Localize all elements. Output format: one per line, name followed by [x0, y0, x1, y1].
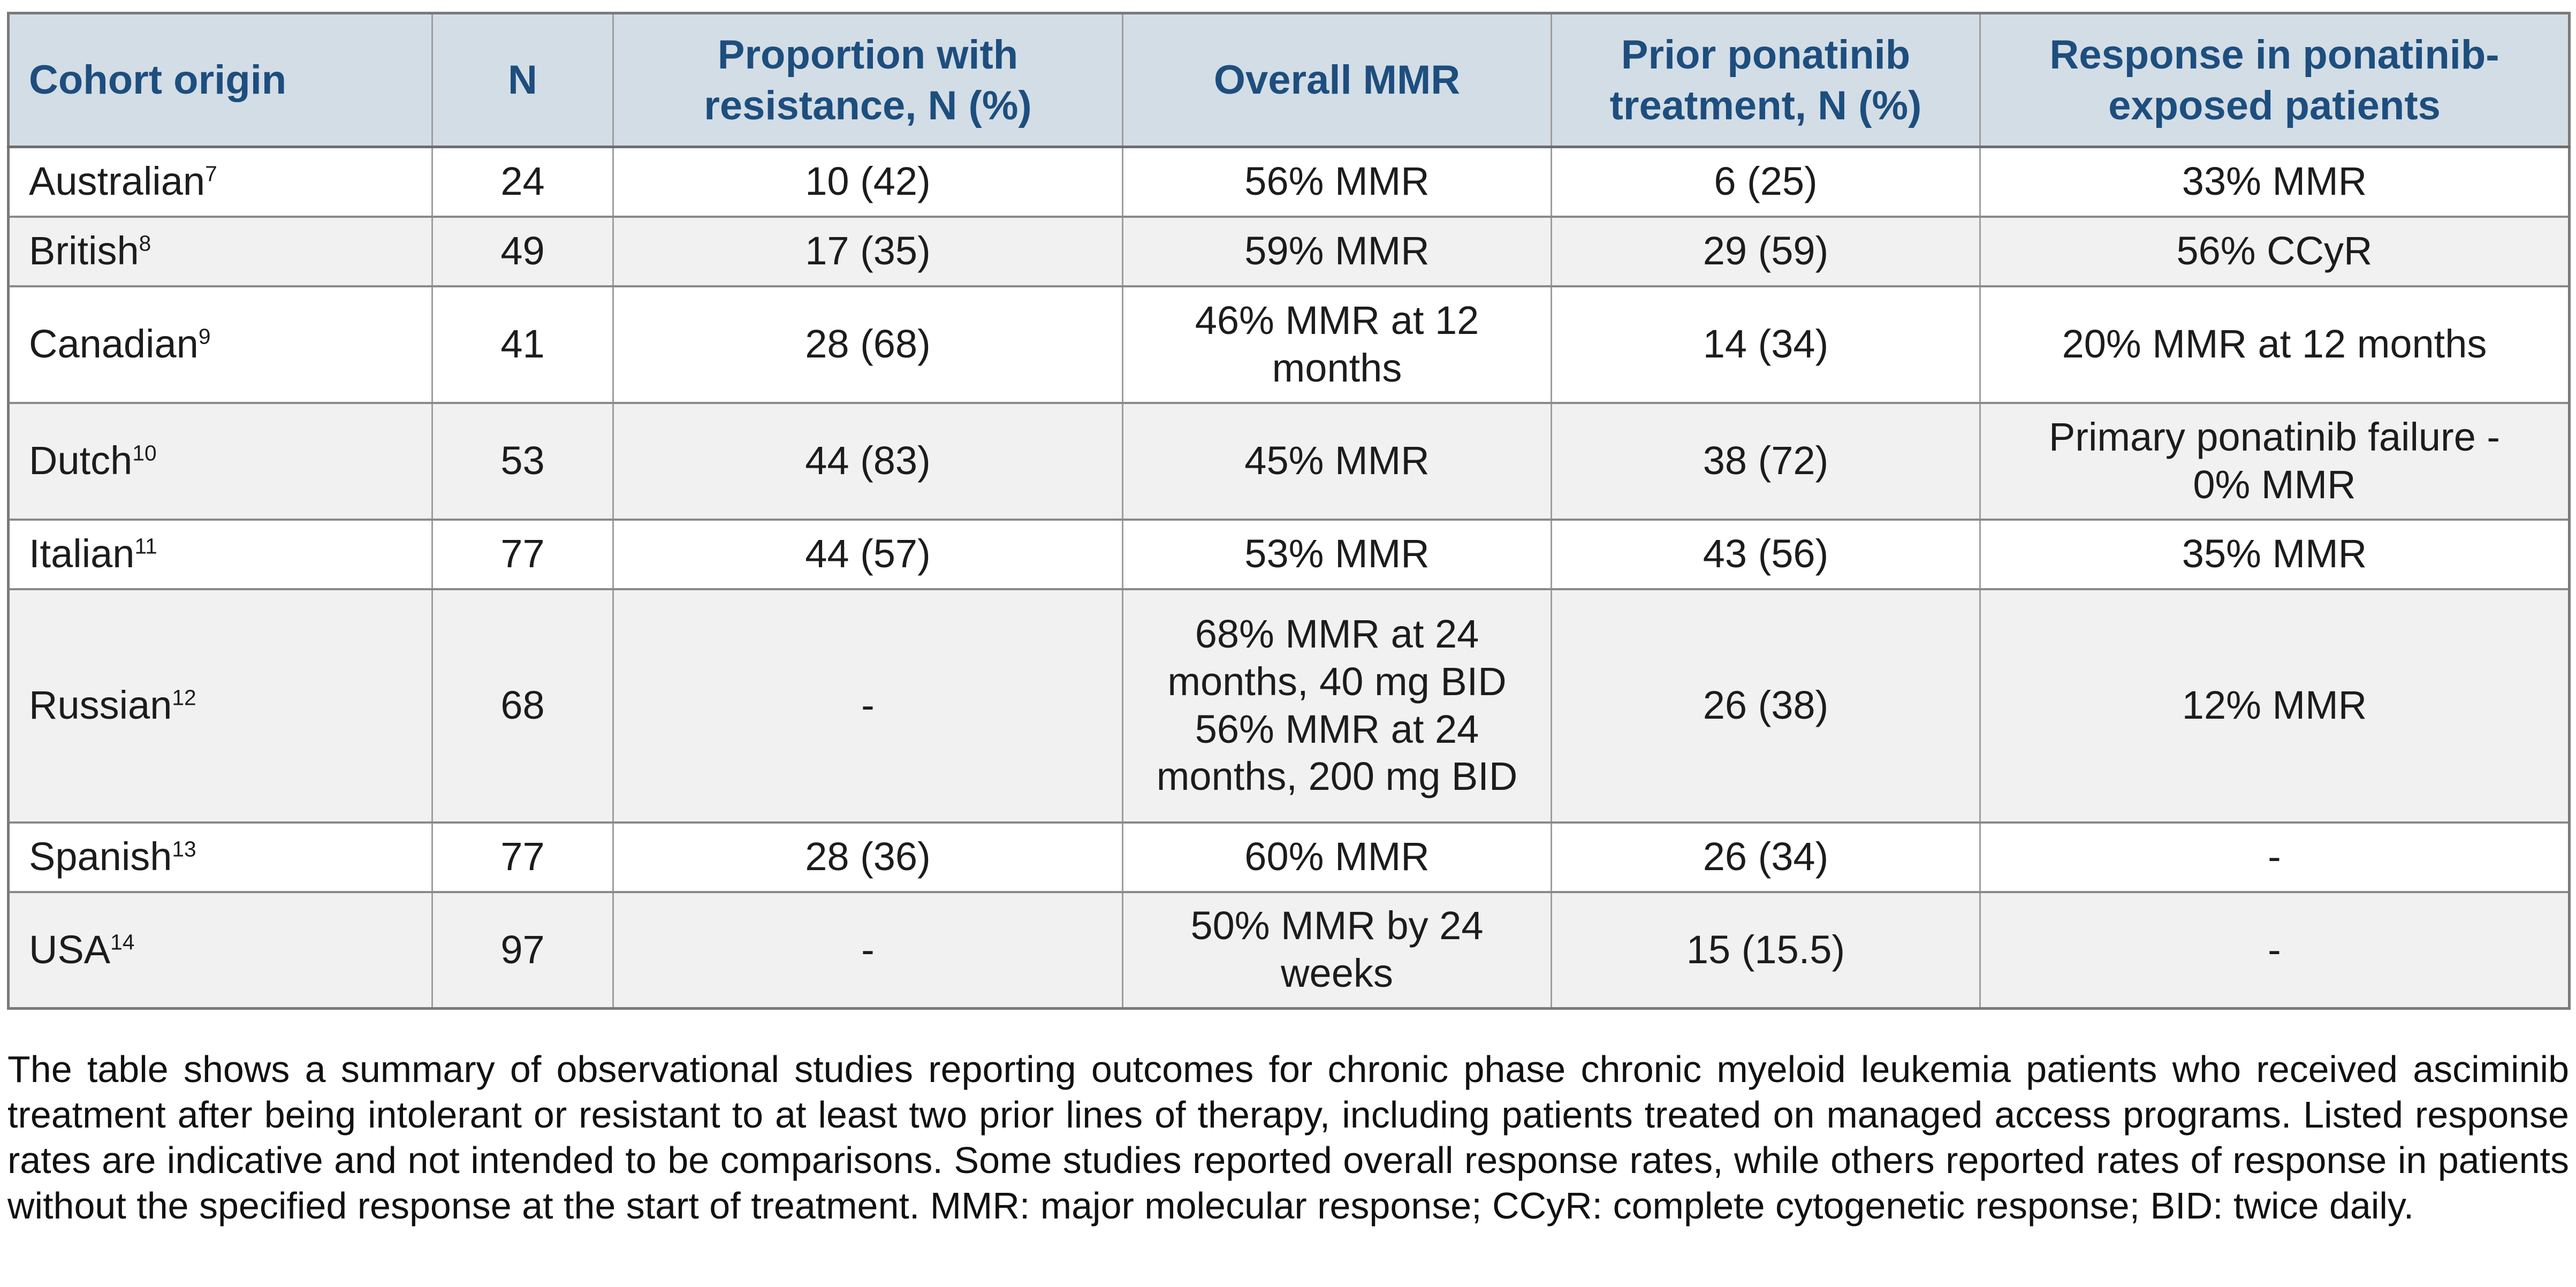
cell-ponatinib-response: - — [1979, 821, 2570, 893]
cell-overall-mmr: 59% MMR — [1122, 215, 1552, 287]
cell-n: 41 — [431, 285, 614, 404]
cohort-label: Australian — [29, 159, 206, 204]
cell-resistance: - — [612, 890, 1123, 1010]
reference-superscript: 8 — [139, 231, 151, 256]
column-header-prior-ponatinib: Prior ponatinib treatment, N (%) — [1551, 12, 1981, 148]
cohort-label: Canadian — [29, 322, 199, 367]
cell-n: 97 — [431, 890, 614, 1010]
cell-n: 24 — [431, 146, 614, 218]
cell-prior-ponatinib: 15 (15.5) — [1551, 890, 1981, 1010]
table-row-australian: Australian7 24 10 (42) 56% MMR 6 (25) 33… — [7, 146, 2570, 218]
cell-prior-ponatinib: 26 (38) — [1551, 588, 1981, 824]
cell-n: 49 — [431, 215, 614, 287]
cell-overall-mmr: 46% MMR at 12 months — [1122, 285, 1552, 404]
column-header-n: N — [431, 12, 614, 148]
reference-superscript: 13 — [172, 836, 196, 862]
cell-ponatinib-response: Primary ponatinib failure - 0% MMR — [1979, 401, 2570, 521]
reference-superscript: 7 — [205, 161, 217, 186]
table-caption: The table shows a summary of observation… — [7, 1048, 2569, 1227]
cell-resistance: 44 (83) — [612, 401, 1123, 521]
reference-superscript: 10 — [132, 440, 157, 466]
reference-superscript: 14 — [110, 930, 135, 955]
cell-cohort-origin: Italian11 — [7, 518, 433, 590]
cell-cohort-origin: Dutch10 — [7, 401, 433, 521]
cell-n: 77 — [431, 518, 614, 590]
reference-superscript: 12 — [172, 685, 196, 710]
cell-ponatinib-response: - — [1979, 890, 2570, 1010]
cell-prior-ponatinib: 43 (56) — [1551, 518, 1981, 590]
cell-overall-mmr: 50% MMR by 24 weeks — [1122, 890, 1552, 1010]
cell-cohort-origin: Australian7 — [7, 146, 433, 218]
cell-prior-ponatinib: 26 (34) — [1551, 821, 1981, 893]
cell-resistance: 28 (36) — [612, 821, 1123, 893]
cell-resistance: 44 (57) — [612, 518, 1123, 590]
cell-cohort-origin: USA14 — [7, 890, 433, 1010]
cohort-label: Italian — [29, 531, 135, 576]
cell-prior-ponatinib: 14 (34) — [1551, 285, 1981, 404]
cell-n: 68 — [431, 588, 614, 824]
table-row-spanish: Spanish13 77 28 (36) 60% MMR 26 (34) - — [7, 821, 2570, 893]
cohort-label: Dutch — [29, 438, 133, 483]
cell-overall-mmr: 53% MMR — [1122, 518, 1552, 590]
cell-ponatinib-response: 12% MMR — [1979, 588, 2570, 824]
cell-ponatinib-response: 33% MMR — [1979, 146, 2570, 218]
table-row-canadian: Canadian9 41 28 (68) 46% MMR at 12 month… — [7, 285, 2570, 404]
column-header-overall-mmr: Overall MMR — [1122, 12, 1552, 148]
cell-overall-mmr: 45% MMR — [1122, 401, 1552, 521]
cell-prior-ponatinib: 6 (25) — [1551, 146, 1981, 218]
cell-overall-mmr: 56% MMR — [1122, 146, 1552, 218]
cell-ponatinib-response: 20% MMR at 12 months — [1979, 285, 2570, 404]
cell-n: 53 — [431, 401, 614, 521]
cell-n: 77 — [431, 821, 614, 893]
cell-overall-mmr: 60% MMR — [1122, 821, 1552, 893]
cell-prior-ponatinib: 29 (59) — [1551, 215, 1981, 287]
cell-ponatinib-response: 56% CCyR — [1979, 215, 2570, 287]
cell-resistance: - — [612, 588, 1123, 824]
table-row-dutch: Dutch10 53 44 (83) 45% MMR 38 (72) Prima… — [7, 401, 2570, 521]
cell-prior-ponatinib: 38 (72) — [1551, 401, 1981, 521]
header-row: Cohort origin N Proportion with resistan… — [7, 12, 2570, 148]
table-row-british: British8 49 17 (35) 59% MMR 29 (59) 56% … — [7, 215, 2570, 287]
cohort-label: British — [29, 229, 139, 273]
reference-superscript: 9 — [198, 324, 211, 349]
cohort-label: Russian — [29, 683, 172, 728]
table-header: Cohort origin N Proportion with resistan… — [7, 12, 2570, 148]
cell-cohort-origin: Canadian9 — [7, 285, 433, 404]
table-row-usa: USA14 97 - 50% MMR by 24 weeks 15 (15.5)… — [7, 890, 2570, 1010]
column-header-cohort-origin: Cohort origin — [7, 12, 433, 148]
cell-resistance: 17 (35) — [612, 215, 1123, 287]
cohort-label: Spanish — [29, 834, 172, 879]
reference-superscript: 11 — [134, 534, 157, 559]
cohort-label: USA — [29, 927, 111, 972]
table-row-russian: Russian12 68 - 68% MMR at 24 months, 40 … — [7, 588, 2570, 824]
table-row-italian: Italian11 77 44 (57) 53% MMR 43 (56) 35%… — [7, 518, 2570, 590]
column-header-ponatinib-response: Response in ponatinib-exposed patients — [1979, 12, 2570, 148]
cell-ponatinib-response: 35% MMR — [1979, 518, 2570, 590]
cell-resistance: 10 (42) — [612, 146, 1123, 218]
cohort-outcomes-table: Cohort origin N Proportion with resistan… — [7, 12, 2571, 1010]
cell-cohort-origin: Russian12 — [7, 588, 433, 824]
cell-cohort-origin: Spanish13 — [7, 821, 433, 893]
table-body: Australian7 24 10 (42) 56% MMR 6 (25) 33… — [7, 146, 2570, 1010]
column-header-resistance: Proportion with resistance, N (%) — [612, 12, 1123, 148]
cell-overall-mmr: 68% MMR at 24 months, 40 mg BID 56% MMR … — [1122, 588, 1552, 824]
cell-cohort-origin: British8 — [7, 215, 433, 287]
cell-resistance: 28 (68) — [612, 285, 1123, 404]
